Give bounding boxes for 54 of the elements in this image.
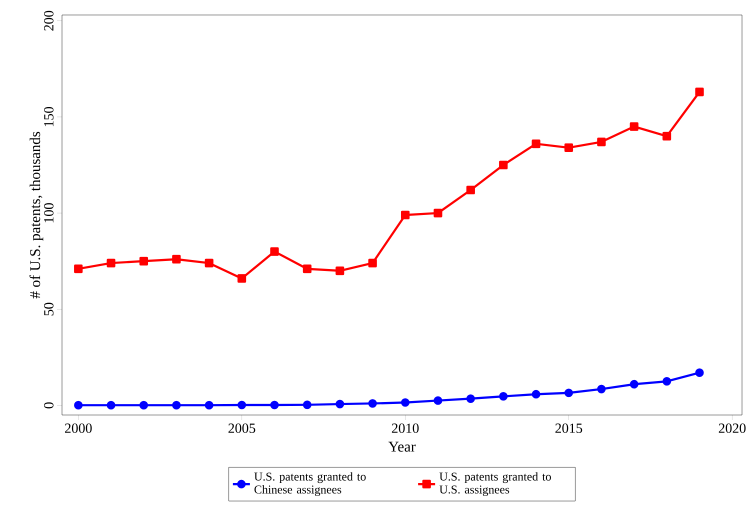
x-tick-label: 2010: [392, 424, 419, 433]
point: [336, 266, 344, 276]
point: [400, 398, 410, 407]
y-tick-label: 0: [44, 402, 54, 408]
point: [106, 400, 116, 410]
y-tick-label: 200: [44, 10, 54, 31]
x-tick-label: 2015: [555, 424, 582, 433]
x-axis-title: Year: [388, 442, 416, 452]
point: [204, 400, 214, 410]
point: [400, 210, 410, 220]
point: [139, 400, 148, 410]
legend-label: U.S. patents granted to U.S. assignees: [439, 472, 551, 496]
point: [204, 258, 214, 268]
y-tick-label: 100: [44, 203, 54, 222]
point: [270, 247, 279, 256]
point: [466, 186, 475, 194]
point: [434, 208, 442, 218]
point: [172, 254, 181, 264]
point: [368, 399, 377, 408]
point: [368, 258, 377, 268]
x-tick-label: 2005: [228, 424, 256, 433]
point: [238, 274, 246, 283]
point: [302, 264, 312, 274]
y-tick-label: 150: [44, 106, 54, 126]
point: [564, 388, 574, 398]
point: [466, 394, 475, 403]
point: [499, 392, 508, 401]
point: [532, 390, 540, 399]
point: [662, 132, 672, 140]
x-tick-label: 2020: [718, 424, 746, 433]
point: [270, 400, 279, 410]
y-tick-label: 50: [44, 302, 54, 316]
point: [695, 368, 704, 377]
point: [106, 258, 116, 268]
point: [564, 143, 574, 152]
point: [630, 380, 638, 389]
point: [74, 400, 83, 410]
point: [238, 400, 246, 410]
point: [336, 400, 344, 408]
point: [597, 384, 606, 394]
point: [499, 160, 508, 170]
point: [172, 400, 181, 410]
point: [695, 88, 704, 96]
point: [662, 377, 672, 386]
point: [74, 264, 83, 274]
point: [532, 140, 540, 148]
point: [139, 256, 148, 266]
y-axis-title: # of U.S. patents, thousands: [30, 132, 44, 298]
x-tick-label: 2000: [65, 424, 92, 433]
point: [597, 138, 606, 146]
legend-label: U.S. patents granted to Chinese assignees: [254, 472, 366, 496]
point: [630, 122, 638, 131]
point: [302, 400, 312, 410]
point: [434, 396, 442, 405]
